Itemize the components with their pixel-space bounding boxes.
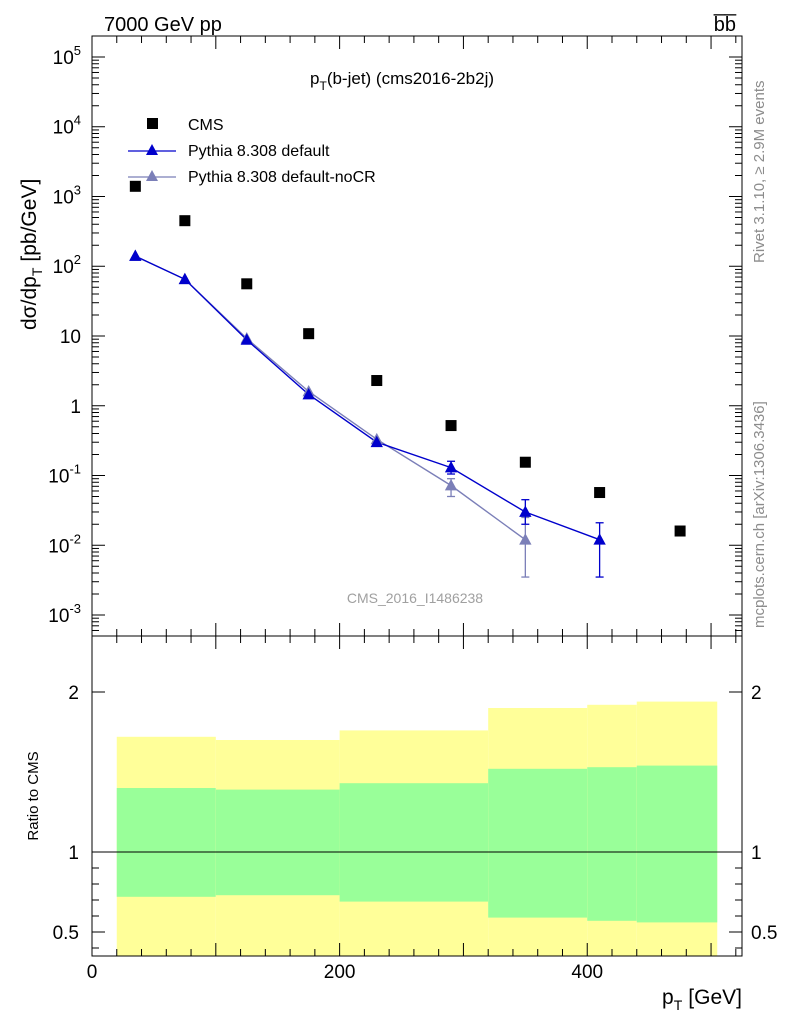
x-axis-label: pT [GeV] — [662, 986, 742, 1013]
x-axis-label-sub: T — [674, 997, 683, 1013]
y-tick-label: 105 — [53, 43, 81, 69]
ratio-tick-labels: 0.5 0.5 1 1 2 2 0 200 400 — [53, 683, 778, 983]
main-title-rest: (b-jet) (cms2016-2b2j) — [327, 69, 494, 88]
main-title-p: p — [310, 69, 319, 88]
x-axis-label-unit: [GeV] — [688, 986, 742, 1009]
legend-label-pythia-default: Pythia 8.308 default — [188, 143, 330, 160]
series-line-pythia-nocr — [135, 255, 526, 541]
point-pythia-nocr — [444, 478, 458, 491]
y-axis-label-main: dσ/dp — [18, 276, 41, 330]
point-cms — [179, 215, 191, 227]
x-tick-label: 0 — [87, 962, 98, 983]
point-pythia-default — [302, 387, 315, 400]
process-label: b̅b̅ — [713, 13, 736, 36]
band-green — [587, 767, 637, 921]
y-axis-label-sub: T — [29, 267, 45, 276]
legend-marker-pythia-default — [146, 144, 158, 155]
main-tick-labels: 10-3 10-2 10-1 1 10 102 103 104 105 — [48, 43, 81, 627]
point-pythia-default — [178, 272, 192, 285]
point-pythia-default — [370, 435, 383, 448]
ratio-panel: 0.5 0.5 1 1 2 2 0 200 400 Ratio to CMS pT [GeV] — [25, 635, 778, 1013]
point-pythia-default — [593, 533, 606, 545]
y-tick-label: 10-2 — [48, 531, 81, 557]
point-cms — [445, 420, 457, 432]
ratio-y-tick-label: 2 — [68, 683, 79, 704]
legend: CMS Pythia 8.308 default Pythia 8.308 de… — [128, 117, 376, 186]
y-tick-label: 10-1 — [48, 462, 81, 488]
point-pythia-default — [240, 333, 253, 345]
y-tick-label: 10 — [60, 327, 81, 348]
mcplots-label: mcplots.cern.ch [arXiv:1306.3436] — [751, 401, 768, 628]
band-green — [215, 789, 340, 896]
y-axis-label-unit: [pb/GeV] — [18, 179, 41, 262]
main-title-sub: T — [319, 79, 327, 93]
point-cms — [519, 456, 531, 468]
main-panel: pT(b-jet) (cms2016-2b2j) dσ/dpT[pb/GeV] … — [18, 35, 743, 637]
point-pythia-default — [519, 505, 532, 517]
series-layer — [129, 180, 686, 578]
point-cms — [674, 525, 686, 537]
main-ticks — [91, 35, 742, 637]
ratio-y-tick-label: 0.5 — [53, 923, 79, 944]
point-pythia-default — [129, 249, 142, 261]
point-cms — [129, 180, 141, 192]
y-tick-label: 10-3 — [48, 601, 81, 627]
series-line-pythia-default — [135, 255, 600, 541]
ratio-y-tick-label-right: 2 — [751, 683, 762, 704]
y-tick-label: 103 — [53, 182, 81, 208]
ratio-ticks — [91, 636, 742, 956]
band-green — [636, 765, 718, 923]
ratio-y-label: Ratio to CMS — [25, 751, 42, 840]
band-green — [488, 768, 588, 918]
y-tick-label: 1 — [70, 397, 81, 418]
ratio-frame — [91, 635, 743, 957]
x-tick-label: 400 — [571, 962, 603, 983]
point-cms — [594, 487, 606, 499]
legend-label-pythia-nocr: Pythia 8.308 default-noCR — [188, 169, 376, 186]
ratio-y-tick-label-right: 0.5 — [751, 923, 777, 944]
bands-layer — [116, 701, 718, 956]
legend-marker-cms — [147, 118, 158, 129]
x-axis-label-main: p — [662, 986, 674, 1009]
point-pythia-default — [444, 461, 458, 473]
point-cms — [241, 278, 253, 290]
rivet-label: Rivet 3.1.10, ≥ 2.9M events — [751, 81, 768, 264]
band-green — [116, 788, 216, 897]
ratio-y-tick-label-right: 1 — [751, 843, 762, 864]
x-tick-label: 200 — [324, 962, 356, 983]
point-cms — [303, 328, 315, 340]
legend-label-cms: CMS — [188, 117, 224, 134]
ratio-y-tick-label: 1 — [68, 843, 79, 864]
y-tick-label: 102 — [53, 252, 81, 278]
point-pythia-nocr — [519, 533, 532, 545]
y-tick-label: 104 — [53, 113, 81, 139]
band-green — [339, 783, 489, 902]
legend-marker-pythia-nocr — [146, 170, 158, 181]
point-cms — [371, 375, 383, 387]
main-title: pT(b-jet) (cms2016-2b2j) — [310, 69, 494, 93]
y-axis-label: dσ/dpT [pb/GeV] — [18, 179, 45, 330]
watermark: CMS_2016_I1486238 — [347, 590, 483, 606]
energy-label: 7000 GeV pp — [104, 14, 222, 36]
